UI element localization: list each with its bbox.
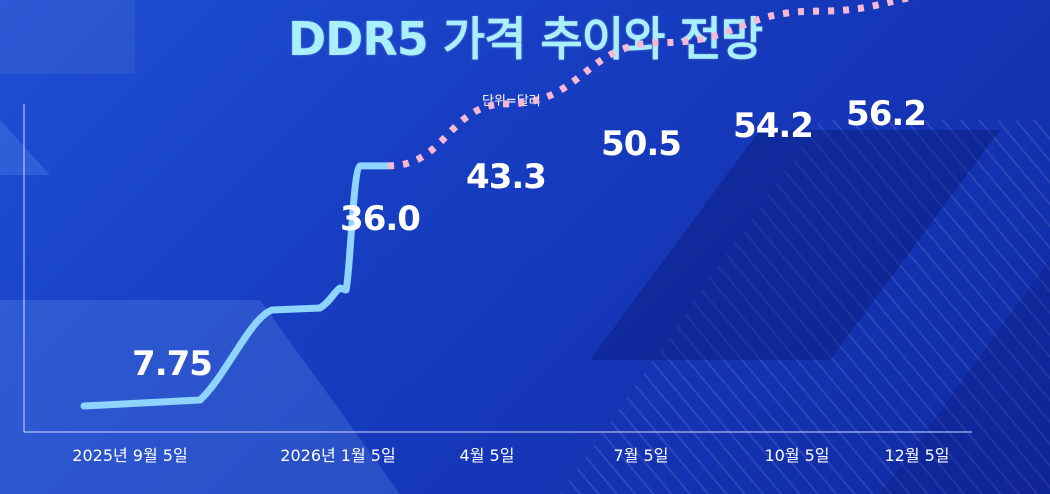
data-label: 54.2 bbox=[733, 106, 813, 146]
x-tick-label: 7월 5일 bbox=[614, 446, 669, 465]
data-label: 50.5 bbox=[601, 124, 681, 164]
data-label: 36.0 bbox=[340, 199, 420, 239]
x-tick-label: 2026년 1월 5일 bbox=[280, 446, 395, 465]
x-tick-label: 4월 5일 bbox=[460, 446, 515, 465]
x-tick-labels: 2025년 9월 5일 2026년 1월 5일 4월 5일 7월 5일 10월 5일 12… bbox=[72, 446, 949, 465]
series-layer bbox=[80, 0, 919, 410]
bg-panel-topleft bbox=[0, 0, 135, 74]
forecast-price-line bbox=[387, 0, 919, 170]
bg-stripes bbox=[560, 120, 1050, 494]
actual-price-line bbox=[80, 162, 392, 410]
x-tick-label: 12월 5일 bbox=[884, 446, 949, 465]
data-label: 7.75 bbox=[132, 344, 212, 384]
bg-triangle-left bbox=[0, 120, 50, 175]
x-tick-label: 10월 5일 bbox=[764, 446, 829, 465]
data-label: 56.2 bbox=[846, 94, 926, 134]
bg-dark-parallelogram bbox=[590, 130, 1000, 360]
data-label: 43.3 bbox=[466, 157, 546, 197]
bg-corner-shade bbox=[880, 260, 1050, 494]
unit-label: 단위=달러 bbox=[482, 94, 541, 109]
data-labels: 7.75 36.0 43.3 50.5 54.2 56.2 bbox=[132, 94, 927, 384]
x-tick-label: 2025년 9월 5일 bbox=[72, 446, 187, 465]
